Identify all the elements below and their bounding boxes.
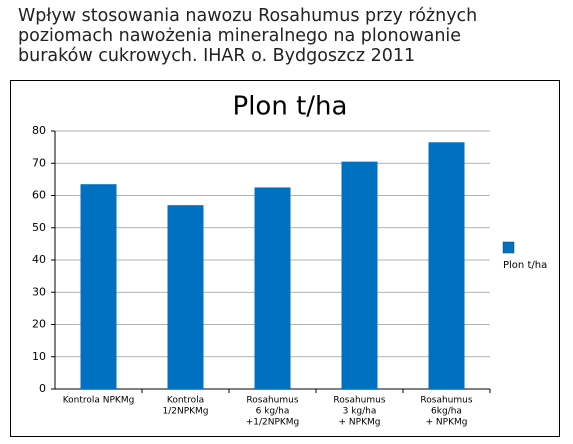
x-tick-label: Kontrola: [167, 396, 204, 406]
chart-title: Plon t/ha: [233, 92, 348, 122]
y-tick-label: 30: [32, 285, 46, 298]
x-tick-label: Kontrola NPKMg: [63, 396, 135, 406]
y-tick-label: 50: [32, 221, 46, 234]
y-tick-label: 20: [32, 318, 46, 331]
x-tick-label: 6kg/ha: [431, 407, 462, 417]
x-tick-label: Rosahumus: [420, 396, 472, 406]
x-tick-label: + NPKMg: [426, 418, 468, 428]
y-tick-label: 70: [32, 156, 46, 169]
y-tick-label: 40: [32, 253, 46, 266]
x-tick-label: 3 kg/ha: [343, 407, 377, 417]
x-tick-label: + NPKMg: [339, 418, 381, 428]
legend-swatch: [502, 241, 515, 254]
header-line: Wpływ stosowania nawozu Rosahumus przy r…: [18, 6, 478, 26]
bar: [341, 161, 378, 389]
bar: [80, 184, 117, 389]
y-tick-label: 80: [32, 124, 46, 137]
bar: [254, 187, 291, 389]
y-tick-label: 0: [39, 382, 46, 395]
y-tick-label: 10: [32, 350, 46, 363]
x-tick-label: +1/2NPKMg: [246, 418, 300, 428]
y-tick-label: 60: [32, 189, 46, 202]
x-tick-label: Rosahumus: [333, 396, 385, 406]
legend-label: Plon t/ha: [503, 260, 547, 271]
header-line: buraków cukrowych. IHAR o. Bydgoszcz 201…: [18, 46, 416, 66]
bar: [167, 205, 204, 389]
header: Wpływ stosowania nawozu Rosahumus przy r…: [18, 6, 477, 66]
x-tick-label: 1/2NPKMg: [162, 407, 208, 417]
bar: [428, 142, 465, 389]
x-tick-label: 6 kg/ha: [256, 407, 290, 417]
x-tick-label: Rosahumus: [246, 396, 298, 406]
header-line: poziomach nawożenia mineralnego na plono…: [18, 26, 462, 46]
